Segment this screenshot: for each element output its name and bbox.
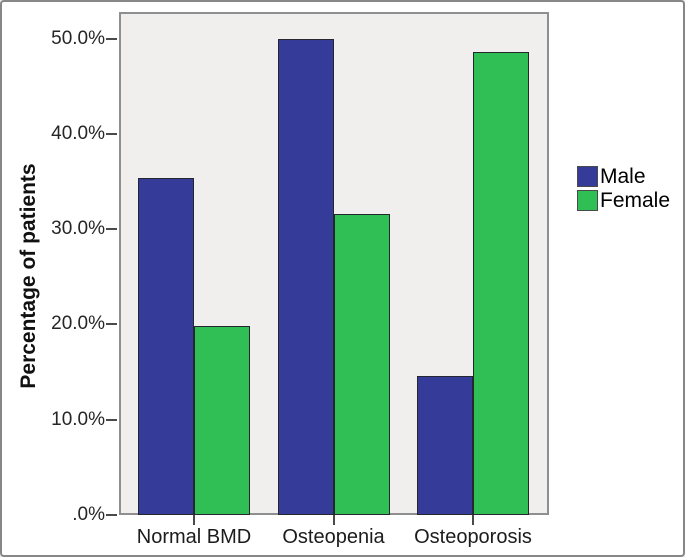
- y-tick-label: 50.0%: [51, 27, 105, 49]
- x-tick-mark: [332, 515, 335, 525]
- bar-female-osteopenia: [333, 213, 390, 515]
- x-tick-mark: [193, 515, 195, 525]
- y-tick-mark: [106, 323, 117, 326]
- y-tick-label: 20.0%: [51, 313, 105, 335]
- x-tick-mark: [472, 515, 474, 525]
- y-tick-label: 30.0%: [51, 218, 105, 240]
- y-tick-mark: [106, 132, 117, 135]
- y-tick-mark: [106, 228, 117, 231]
- legend-item-male: Male: [577, 165, 670, 188]
- bar-female-normal-bmd: [194, 326, 250, 515]
- x-category-label-osteoporosis: Osteoporosis: [414, 526, 532, 548]
- legend: Male Female: [577, 165, 670, 213]
- legend-label: Female: [600, 189, 671, 212]
- legend-item-female: Female: [577, 189, 670, 212]
- bar-female-osteoporosis: [473, 51, 529, 515]
- y-tick-mark: [106, 514, 117, 516]
- x-category-label-osteopenia: Osteopenia: [282, 526, 385, 548]
- x-category-label-normal-bmd: Normal BMD: [136, 526, 252, 548]
- y-tick-label: 10.0%: [51, 408, 105, 430]
- y-tick-mark: [106, 418, 117, 421]
- y-tick-label: .0%: [72, 504, 105, 525]
- legend-label: Male: [600, 165, 646, 188]
- y-axis-title: Percentage of patients: [17, 163, 40, 389]
- y-tick-mark: [106, 37, 117, 40]
- bar-male-osteoporosis: [417, 375, 473, 515]
- legend-swatch-female: [577, 190, 598, 211]
- legend-swatch-male: [577, 166, 598, 187]
- bar-male-osteopenia: [277, 38, 334, 515]
- bar-male-normal-bmd: [138, 177, 194, 515]
- y-tick-label: 40.0%: [51, 122, 105, 144]
